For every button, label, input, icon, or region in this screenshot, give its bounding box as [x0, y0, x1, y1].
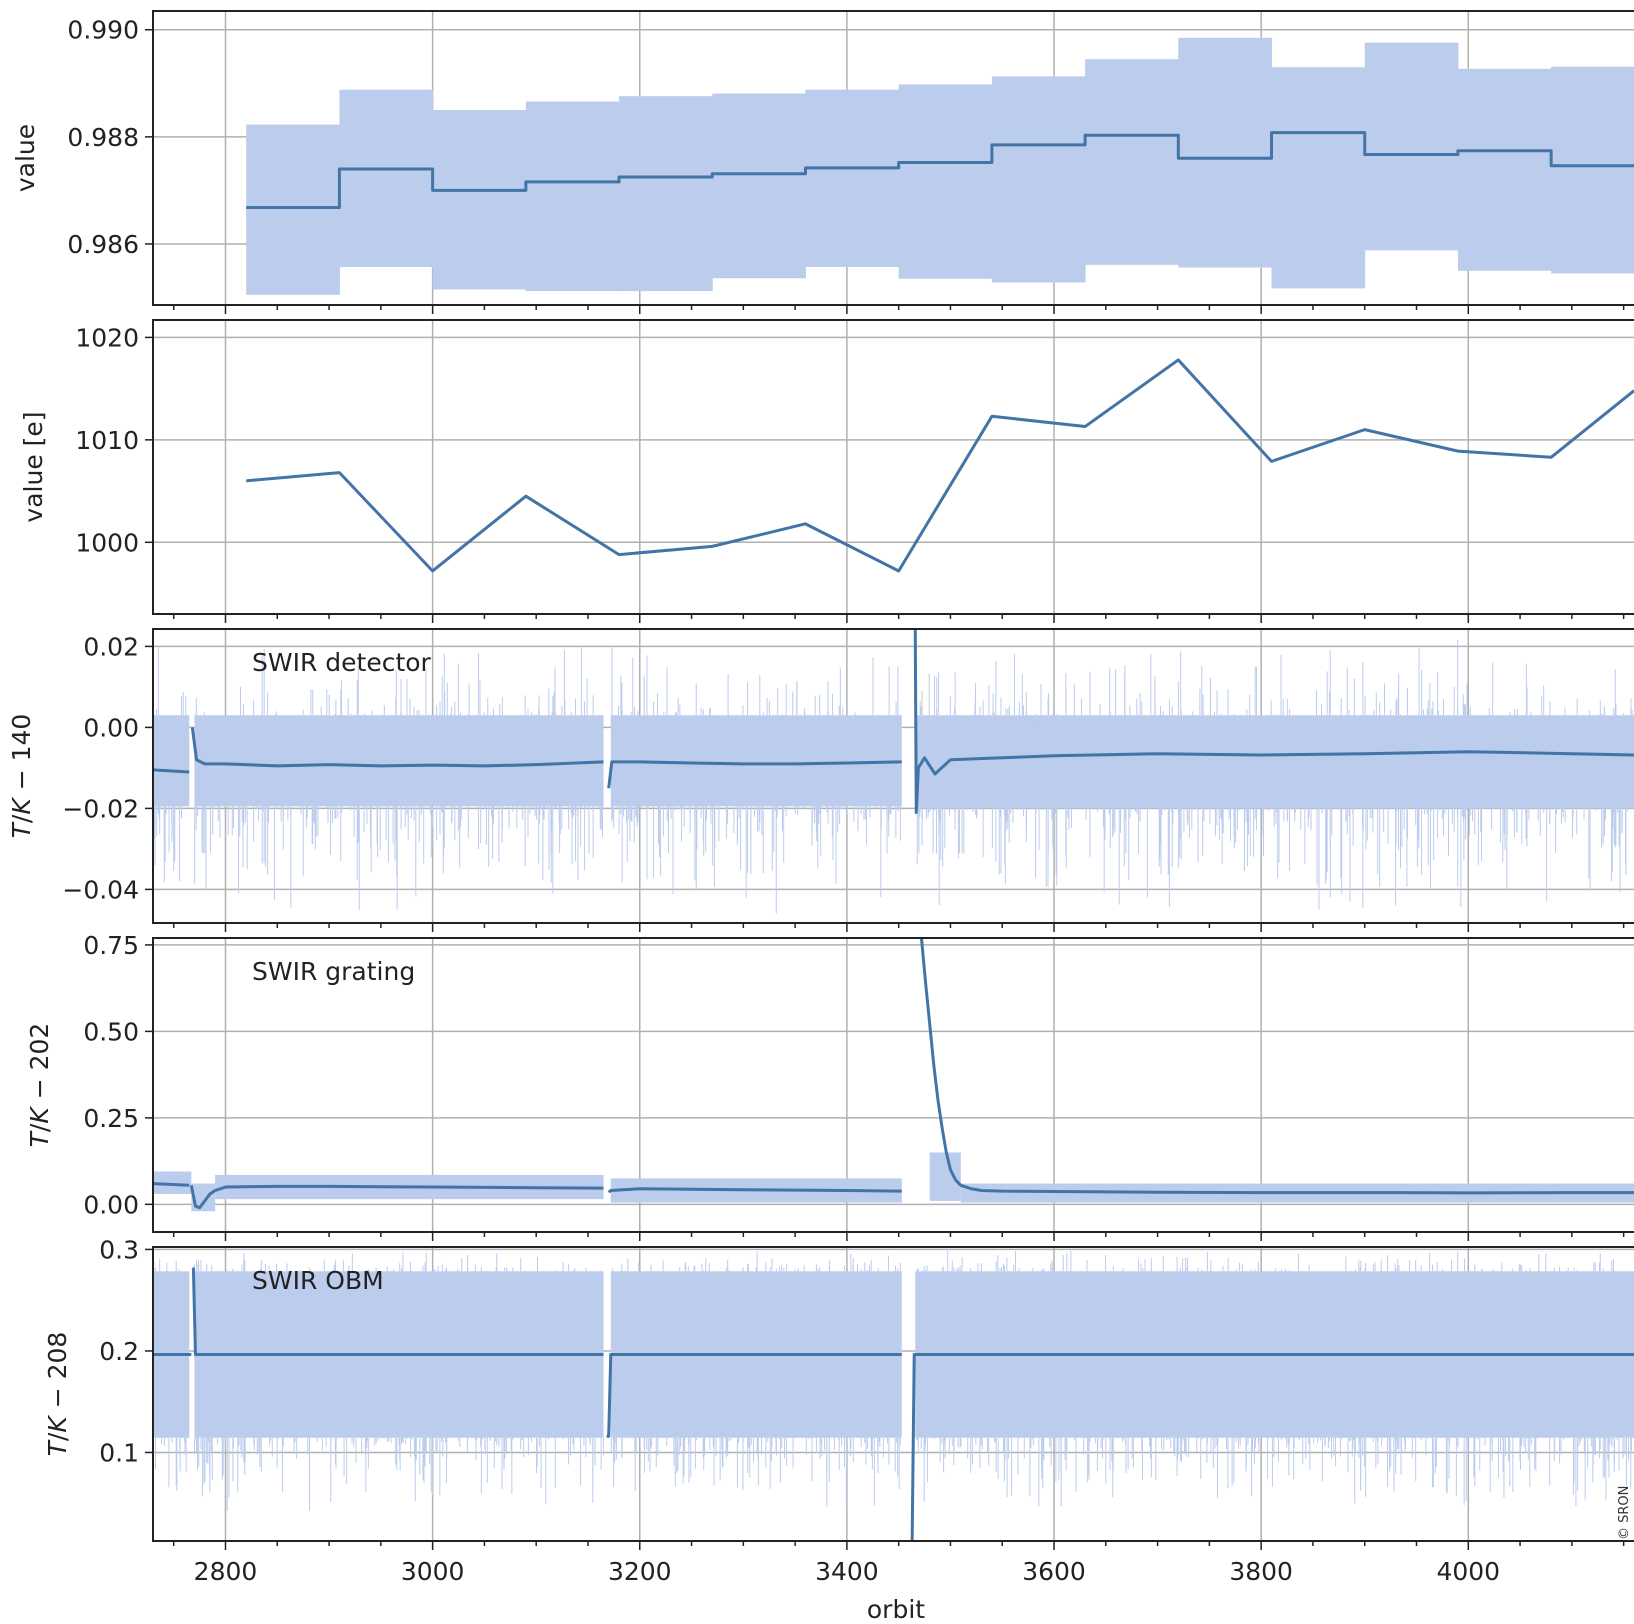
band-rect	[153, 715, 190, 807]
y-tick-label: −0.04	[62, 875, 139, 904]
band-rect	[525, 101, 620, 292]
noise-spikes	[610, 1251, 901, 1507]
series-line	[607, 760, 902, 789]
y-axis-label: T/K − 140	[7, 714, 36, 839]
band-rect	[1364, 42, 1459, 251]
x-tick-label: 3800	[1229, 1557, 1293, 1586]
band-rect	[1551, 66, 1634, 274]
y-tick-label: 1010	[75, 426, 139, 455]
noise-spikes	[193, 1252, 604, 1511]
y-tick-label: 0.3	[99, 1235, 139, 1264]
panel-p3: −0.04 −0.02 0.00 0.02 T/K − 140 SWIR detector	[7, 628, 1634, 932]
y-axis-label: value	[11, 124, 40, 192]
axes-frame	[152, 1246, 1634, 1542]
noise-spikes	[916, 653, 1037, 905]
panel-annotation: SWIR grating	[252, 957, 415, 986]
y-axis-label: T/K − 202	[25, 1023, 54, 1148]
plot-area-p4	[153, 938, 1634, 1232]
panel-p4: 0.00 0.25 0.50 0.75 T/K − 202 SWIR grating	[25, 931, 1634, 1241]
series-line	[607, 1187, 902, 1194]
band-rect	[929, 1152, 961, 1201]
series-line	[246, 358, 1634, 573]
panel-annotation: SWIR detector	[252, 648, 432, 677]
x-tick-label: 2800	[194, 1557, 258, 1586]
series-line	[910, 1353, 1634, 1541]
y-tick-label: 0.986	[67, 230, 139, 259]
band-rect	[339, 89, 434, 267]
plot-area-p1	[153, 11, 1634, 305]
x-tick-label: 3400	[815, 1557, 879, 1586]
panel-p5: 0.1 0.2 0.3 T/K − 208 SWIR OBM 2800 3000 3200 34…	[43, 1235, 1634, 1586]
band-rect	[1457, 68, 1552, 271]
y-tick-label: 0.00	[83, 713, 139, 742]
y-tick-label: 0.1	[99, 1438, 139, 1467]
axes-frame	[152, 10, 1634, 306]
y-axis-label: value [e]	[19, 411, 48, 522]
band-rect	[1271, 67, 1366, 289]
panels: 0.986 0.988 0.990 value 1000 1010 1020 value [e…	[7, 10, 1634, 1586]
axes-frame	[152, 319, 1634, 615]
panel-p2: 1000 1010 1020 value [e]	[19, 319, 1634, 623]
axes-frame	[152, 937, 1634, 1233]
y-tick-label: 0.02	[83, 632, 139, 661]
panel-annotation: SWIR OBM	[252, 1266, 384, 1295]
band-rect	[619, 96, 713, 292]
y-tick-label: 0.75	[83, 931, 139, 960]
band-rect	[712, 93, 806, 279]
noise-spikes	[194, 647, 604, 910]
y-tick-label: 0.00	[83, 1190, 139, 1219]
x-tick-label: 3000	[401, 1557, 465, 1586]
x-tick-label: 4000	[1436, 1557, 1500, 1586]
y-axis-label: T/K − 208	[43, 1332, 72, 1457]
series-line	[189, 1184, 604, 1210]
y-tick-label: 1020	[75, 323, 139, 352]
band-rect	[991, 76, 1086, 283]
series-line	[190, 727, 604, 768]
plot-area-p3	[153, 629, 1634, 923]
band-rect	[1178, 37, 1273, 268]
band-rect	[191, 1183, 216, 1212]
band-rect	[1085, 59, 1179, 265]
y-tick-label: 0.50	[83, 1017, 139, 1046]
plot-area-p2	[153, 320, 1634, 614]
x-tick-label: 3200	[608, 1557, 672, 1586]
y-tick-label: 0.2	[99, 1337, 139, 1366]
noise-spikes	[916, 1248, 1632, 1507]
band-rect	[153, 1171, 192, 1194]
series-line	[246, 131, 1634, 210]
y-tick-label: −0.02	[62, 794, 139, 823]
copyright-text: © SRON	[1617, 1486, 1632, 1540]
x-tick-label: 3600	[1022, 1557, 1086, 1586]
band-rect	[246, 124, 340, 295]
band-rect	[805, 89, 900, 267]
band-rect	[432, 110, 527, 290]
band-rect	[898, 84, 993, 279]
plot-area-p5	[153, 1247, 1634, 1541]
y-tick-label: 1000	[75, 528, 139, 557]
series-line	[191, 1267, 604, 1357]
panel-p1: 0.986 0.988 0.990 value	[11, 10, 1634, 314]
noise-spikes	[1038, 640, 1633, 910]
series-line	[153, 1182, 190, 1187]
series-line	[919, 938, 1634, 1195]
x-axis-label: orbit	[867, 1595, 925, 1624]
band-rect	[915, 715, 1039, 809]
axes-frame	[152, 628, 1634, 924]
band-rect	[194, 715, 604, 807]
band-rect	[1038, 715, 1634, 809]
y-tick-label: 0.25	[83, 1104, 139, 1133]
y-tick-label: 0.988	[67, 123, 139, 152]
series-line	[153, 768, 190, 774]
series-line	[606, 1353, 902, 1438]
series-line	[913, 629, 1634, 814]
y-tick-label: 0.990	[67, 16, 139, 45]
noise-spikes	[153, 646, 187, 883]
noise-spikes	[611, 645, 901, 914]
